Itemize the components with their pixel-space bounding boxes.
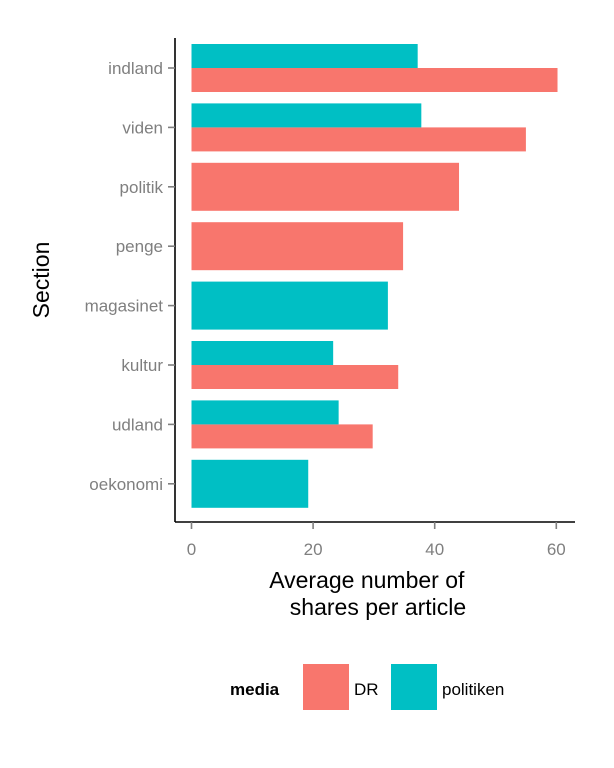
x-axis-title: Average number of shares per article bbox=[269, 567, 471, 620]
bar-udland-politiken bbox=[191, 400, 339, 425]
y-tick-label-politik: politik bbox=[120, 178, 164, 197]
bar-indland-dr bbox=[191, 68, 558, 92]
bar-magasinet-politiken bbox=[191, 281, 388, 330]
x-tick-label-20: 20 bbox=[304, 540, 323, 559]
bar-viden-dr bbox=[191, 127, 526, 152]
x-axis-title-line-1: Average number of bbox=[269, 567, 465, 593]
bar-viden-politiken bbox=[191, 103, 422, 128]
legend: media DR politiken bbox=[230, 664, 504, 710]
bar-udland-dr bbox=[191, 424, 373, 449]
bars-group bbox=[191, 44, 558, 508]
y-axis-title: Section bbox=[28, 242, 54, 319]
legend-label-dr: DR bbox=[354, 680, 379, 699]
y-tick-label-oekonomi: oekonomi bbox=[89, 475, 163, 494]
y-tick-label-kultur: kultur bbox=[121, 356, 163, 375]
bar-penge-dr bbox=[191, 222, 404, 271]
x-axis-title-line-2: shares per article bbox=[290, 594, 466, 620]
y-tick-label-penge: penge bbox=[116, 237, 163, 256]
legend-label-politiken: politiken bbox=[442, 680, 504, 699]
y-tick-label-magasinet: magasinet bbox=[85, 297, 164, 316]
legend-swatch-politiken bbox=[391, 664, 437, 710]
bar-kultur-dr bbox=[191, 365, 399, 389]
y-axis-ticks: indland viden politik penge magasinet kultur u… bbox=[85, 59, 175, 494]
y-tick-label-viden: viden bbox=[122, 118, 163, 137]
y-tick-label-udland: udland bbox=[112, 415, 163, 434]
legend-title: media bbox=[230, 680, 280, 699]
legend-swatch-dr bbox=[303, 664, 349, 710]
bar-politik-dr bbox=[191, 162, 460, 211]
bar-kultur-politiken bbox=[191, 341, 334, 365]
bar-oekonomi-politiken bbox=[191, 459, 309, 508]
x-axis-ticks: 0 20 40 60 bbox=[187, 522, 566, 559]
x-tick-label-60: 60 bbox=[547, 540, 566, 559]
y-tick-label-indland: indland bbox=[108, 59, 163, 78]
x-tick-label-40: 40 bbox=[425, 540, 444, 559]
bar-indland-politiken bbox=[191, 44, 418, 68]
x-tick-label-0: 0 bbox=[187, 540, 196, 559]
